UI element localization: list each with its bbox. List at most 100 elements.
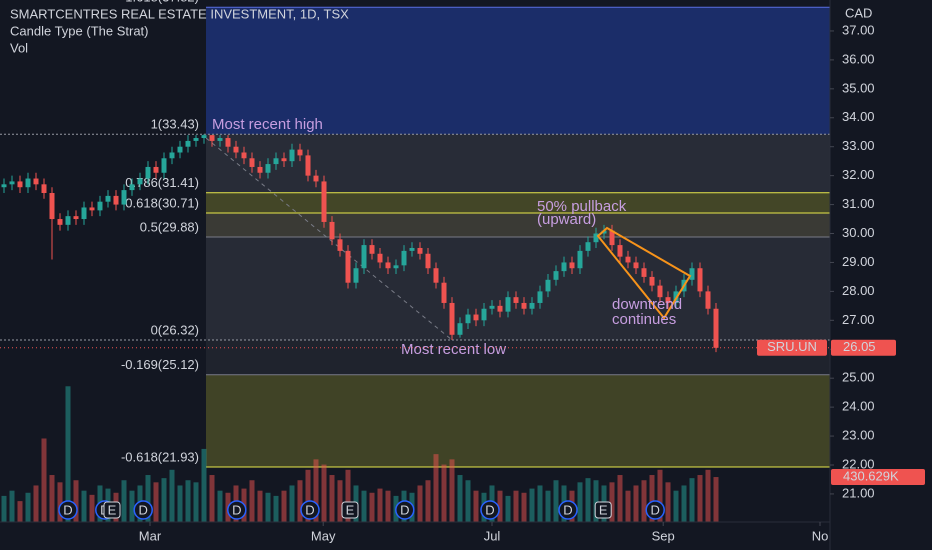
- event-label: D: [400, 502, 409, 517]
- candle-body: [417, 247, 423, 254]
- volume-bar: [617, 475, 623, 522]
- event-marker: [594, 501, 612, 519]
- candle-body: [321, 181, 327, 222]
- volume-bar: [33, 485, 39, 522]
- candle-body: [329, 221, 335, 240]
- currency: CAD: [845, 5, 872, 20]
- fib-label: 0.786(31.41): [125, 175, 199, 190]
- event-marker: [558, 500, 578, 520]
- volume-bar: [441, 464, 447, 522]
- candle-body: [65, 216, 71, 225]
- channel: [596, 226, 692, 320]
- volume-bar: [65, 386, 71, 522]
- event-label: D: [139, 502, 148, 517]
- annotation: Most recent low: [401, 341, 506, 358]
- fib-label: 0.5(29.88): [140, 219, 199, 234]
- candle-body: [641, 268, 647, 277]
- volume-bar: [129, 490, 135, 522]
- symbol-label: SRU.UN: [767, 339, 817, 354]
- fib-label: 1.618(37.82): [125, 0, 199, 5]
- volume-bar: [17, 501, 23, 522]
- candle-body: [209, 135, 215, 141]
- candle-body: [409, 247, 415, 251]
- event-marker: [395, 500, 415, 520]
- fib-zone: [206, 192, 830, 213]
- price-box: [831, 339, 896, 356]
- candle-body: [25, 178, 31, 188]
- volume-bar: [41, 438, 47, 522]
- event-marker: [645, 500, 665, 520]
- annotation: downtrend: [612, 296, 682, 313]
- event-label: D: [485, 502, 494, 517]
- candle-body: [697, 268, 703, 292]
- volume-bar: [121, 480, 127, 522]
- candle-body: [201, 135, 207, 139]
- candle-body: [689, 268, 695, 280]
- candle-body: [177, 146, 183, 153]
- volume-bar: [641, 480, 647, 522]
- volume-bar: [473, 490, 479, 522]
- event-label: D: [305, 502, 314, 517]
- candle-body: [305, 155, 311, 176]
- candle-body: [561, 262, 567, 272]
- candle-body: [385, 262, 391, 269]
- volume-bar: [705, 469, 711, 522]
- y-tick-label: 25.00: [842, 370, 875, 385]
- volume-bar: [185, 480, 191, 522]
- volume-bar: [385, 490, 391, 522]
- trend-line: [205, 137, 453, 341]
- candle-body: [353, 268, 359, 283]
- events: DDEDDDEDDDED: [58, 500, 665, 520]
- candle-body: [241, 152, 247, 159]
- fib-label: -0.169(25.12): [121, 357, 199, 372]
- candle-body: [449, 302, 455, 335]
- volume-bar: [321, 464, 327, 522]
- candle-body: [505, 297, 511, 312]
- volume-bar: [553, 480, 559, 522]
- volume-bar: [9, 490, 15, 522]
- candle-body: [249, 158, 255, 167]
- candle-body: [265, 164, 271, 173]
- annotation: continues: [612, 311, 676, 328]
- volume-bar: [649, 475, 655, 522]
- volume-bar: [193, 482, 199, 522]
- volume-bar: [465, 480, 471, 522]
- volume-bar: [681, 485, 687, 522]
- x-tick-label: Mar: [139, 528, 162, 543]
- event-marker: [227, 500, 247, 520]
- volume-bar: [593, 480, 599, 522]
- volume-bar: [161, 478, 167, 522]
- candle-body: [481, 308, 487, 321]
- y-tick-label: 35.00: [842, 80, 875, 95]
- volume-bar: [257, 490, 263, 522]
- volume-bar: [49, 475, 55, 522]
- volume-bar: [457, 475, 463, 522]
- indicator: Vol: [10, 40, 28, 55]
- volume-bar: [697, 475, 703, 522]
- y-tick-label: 27.00: [842, 312, 875, 327]
- fib-zone: [206, 134, 830, 193]
- symbol-box: [757, 339, 827, 356]
- candles: [1, 134, 719, 353]
- event-marker: [300, 500, 320, 520]
- volume-bar: [369, 492, 375, 522]
- volume-bar: [545, 490, 551, 522]
- volume-bar: [609, 482, 615, 522]
- candle-body: [97, 201, 103, 211]
- candle-body: [41, 184, 47, 194]
- volume-bar: [249, 480, 255, 522]
- candle-body: [457, 323, 463, 335]
- event-label: D: [63, 502, 72, 517]
- volume-bar: [209, 475, 215, 522]
- volume-bar: [337, 480, 343, 522]
- volume-bar: [57, 482, 63, 522]
- chart-title: SMARTCENTRES REAL ESTATE INVESTMENT, 1D,…: [10, 6, 349, 21]
- event-label: D: [651, 502, 660, 517]
- candle-body: [153, 166, 159, 173]
- candle-body: [577, 250, 583, 269]
- volume-box: [831, 469, 925, 486]
- candle-body: [393, 265, 399, 269]
- volume-bar: [625, 490, 631, 522]
